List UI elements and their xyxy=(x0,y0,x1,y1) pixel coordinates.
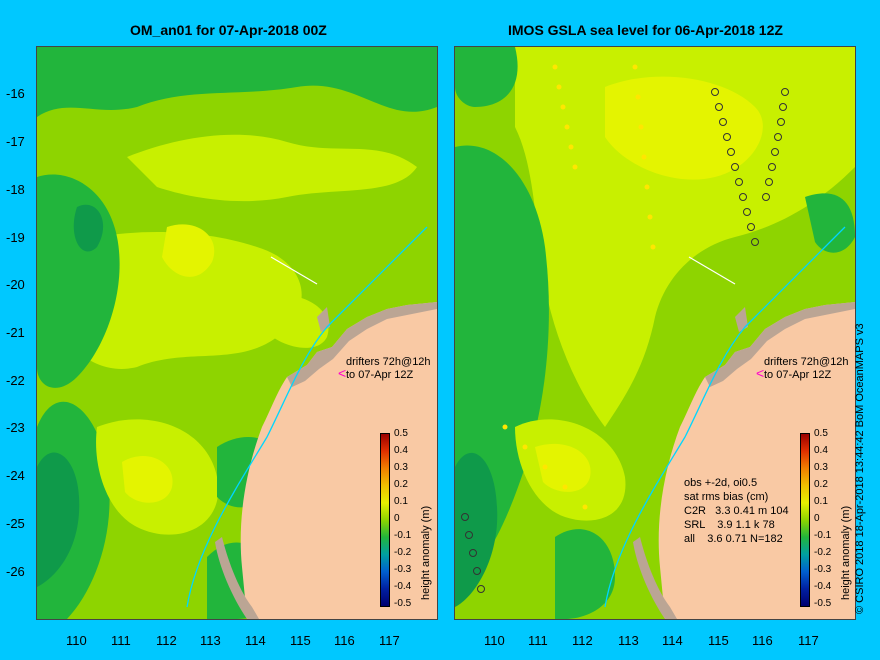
drifter-note-line1: drifters 72h@12h xyxy=(346,356,431,368)
colorbar-label: 0.1 xyxy=(814,496,828,507)
lat-label: -21 xyxy=(6,325,25,340)
colorbar-label: 0 xyxy=(814,513,820,524)
negative-anomaly-region xyxy=(555,529,615,619)
stats-line: obs +-2d, oi0.5 xyxy=(684,477,758,489)
positive-anomaly-core xyxy=(162,224,215,277)
positive-anomaly-core xyxy=(605,76,763,180)
colorbar-label: -0.2 xyxy=(394,547,412,558)
colorbar-label: 0.4 xyxy=(814,445,828,456)
shark-bay-coast xyxy=(633,537,677,619)
lat-label: -16 xyxy=(6,86,25,101)
drifter-note-right: drifters 72h@12h to 07-Apr 12Z xyxy=(764,356,849,382)
positive-anomaly-core xyxy=(535,443,591,492)
colorbar-label: 0.5 xyxy=(394,428,408,439)
lat-label: -19 xyxy=(6,230,25,245)
lon-label: 113 xyxy=(618,633,639,648)
lat-label: -25 xyxy=(6,516,25,531)
lon-label: 115 xyxy=(290,633,311,648)
lat-label: -18 xyxy=(6,182,25,197)
lat-label: -26 xyxy=(6,564,25,579)
colorbar-label: 0 xyxy=(394,513,400,524)
shark-bay-coast xyxy=(215,537,259,619)
negative-anomaly-core xyxy=(37,452,80,587)
lat-label: -20 xyxy=(6,277,25,292)
colorbar-label: -0.1 xyxy=(394,530,412,541)
lat-label: -17 xyxy=(6,134,25,149)
colorbar-label: -0.3 xyxy=(394,564,412,575)
altimetry-stats: obs +-2d, oi0.5 sat rms bias (cm) C2R 3.3 … xyxy=(684,476,789,546)
drifter-arrow-icon: < xyxy=(756,365,765,381)
lon-label: 113 xyxy=(200,633,221,648)
altimeter-track-srl xyxy=(461,88,789,593)
lon-label: 117 xyxy=(379,633,400,648)
lon-label: 112 xyxy=(156,633,177,648)
colorbar-label: -0.4 xyxy=(814,581,832,592)
barrow-island xyxy=(735,307,748,332)
drifter-note-line2: to 07-Apr 12Z xyxy=(346,369,414,381)
colorbar-label: -0.2 xyxy=(814,547,832,558)
shelf-contour xyxy=(604,226,846,608)
lon-label: 110 xyxy=(66,633,87,648)
colorbar-label: -0.3 xyxy=(814,564,832,575)
colorbar-label: 0.4 xyxy=(394,445,408,456)
negative-anomaly-core xyxy=(73,204,104,252)
positive-anomaly-core xyxy=(122,456,173,503)
lon-label: 117 xyxy=(798,633,819,648)
drifter-track xyxy=(270,256,318,285)
stats-line: C2R 3.3 0.41 m 104 xyxy=(684,505,789,517)
colorbar-label: 0.2 xyxy=(814,479,828,490)
colorbar-title: height anomaly (m) xyxy=(420,505,432,600)
lon-label: 114 xyxy=(245,633,266,648)
drifter-note-left: drifters 72h@12h to 07-Apr 12Z xyxy=(346,356,431,382)
lat-label: -22 xyxy=(6,373,25,388)
colorbar-right xyxy=(800,433,810,607)
right-sea-level-map xyxy=(454,46,856,620)
stats-line: SRL 3.9 1.1 k 78 xyxy=(684,519,775,531)
lat-label: -24 xyxy=(6,468,25,483)
lon-label: 115 xyxy=(708,633,729,648)
lon-label: 110 xyxy=(484,633,505,648)
lon-label: 116 xyxy=(334,633,355,648)
lon-label: 116 xyxy=(752,633,773,648)
right-map-title: IMOS GSLA sea level for 06-Apr-2018 12Z xyxy=(508,22,783,38)
barrow-island xyxy=(317,307,330,332)
negative-anomaly-core xyxy=(455,452,498,607)
colorbar-label: 0.3 xyxy=(394,462,408,473)
lon-label: 112 xyxy=(572,633,593,648)
colorbar-label: 0.2 xyxy=(394,479,408,490)
shelf-contour xyxy=(186,226,428,608)
negative-anomaly-region xyxy=(805,193,855,253)
altimeter-track-c2r xyxy=(502,64,656,510)
positive-anomaly-region xyxy=(127,134,417,202)
negative-anomaly-region xyxy=(455,47,518,107)
lat-label: -23 xyxy=(6,420,25,435)
colorbar-label: 0.5 xyxy=(814,428,828,439)
lon-label: 114 xyxy=(662,633,683,648)
colorbar-left xyxy=(380,433,390,607)
colorbar-label: 0.3 xyxy=(814,462,828,473)
colorbar-label: -0.5 xyxy=(814,598,832,609)
coastline xyxy=(705,302,855,387)
credit-text: © CSIRO 2018 18-Apr-2018 13:44:42 BoM Oc… xyxy=(854,323,866,614)
colorbar-label: -0.1 xyxy=(814,530,832,541)
colorbar-label: -0.4 xyxy=(394,581,412,592)
positive-anomaly-region xyxy=(515,47,855,427)
stats-line: all 3.6 0.71 N=182 xyxy=(684,533,783,545)
left-sea-level-map xyxy=(36,46,438,620)
lon-label: 111 xyxy=(528,633,548,648)
lon-label: 111 xyxy=(111,633,131,648)
drifter-note-line1: drifters 72h@12h xyxy=(764,356,849,368)
left-map-title: OM_an01 for 07-Apr-2018 00Z xyxy=(130,22,327,38)
stats-line: sat rms bias (cm) xyxy=(684,491,769,503)
positive-anomaly-region xyxy=(257,294,329,348)
negative-anomaly-region xyxy=(37,47,437,117)
drifter-note-line2: to 07-Apr 12Z xyxy=(764,369,832,381)
drifter-track xyxy=(688,256,736,285)
drifter-arrow-icon: < xyxy=(338,365,347,381)
coastline xyxy=(287,302,437,387)
colorbar-label: 0.1 xyxy=(394,496,408,507)
colorbar-label: -0.5 xyxy=(394,598,412,609)
colorbar-title: height anomaly (m) xyxy=(840,505,852,600)
